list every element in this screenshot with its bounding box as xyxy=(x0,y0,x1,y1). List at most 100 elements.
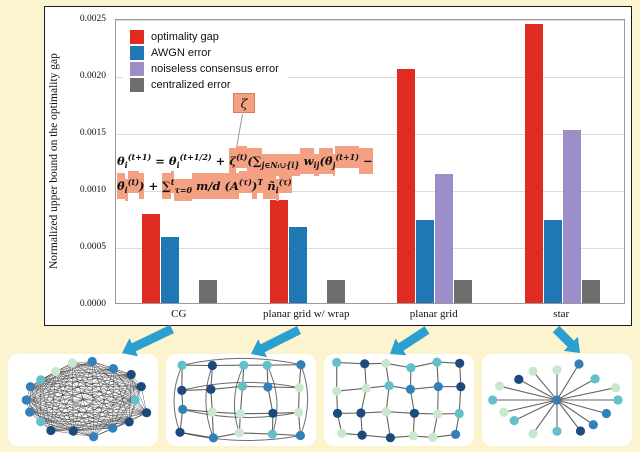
equation-token: m/d xyxy=(192,173,225,199)
graph-node xyxy=(267,429,277,439)
legend-label: optimality gap xyxy=(151,31,219,43)
y-tick-label: 0.0015 xyxy=(79,128,106,138)
graph-node xyxy=(67,358,77,368)
x-category-label: CG xyxy=(171,308,187,320)
x-category-label: planar grid w/ wrap xyxy=(263,308,350,320)
y-tick-label: 0.0000 xyxy=(79,299,106,309)
graph-nodes xyxy=(332,357,466,443)
star-graph-diagram xyxy=(488,359,623,439)
graph-node xyxy=(237,381,248,391)
zeta-callout: ζ xyxy=(233,93,255,113)
x-category-label: star xyxy=(553,308,570,320)
gridline xyxy=(116,248,624,249)
graph-node xyxy=(454,408,464,419)
graph-node xyxy=(357,430,367,440)
graph-node xyxy=(552,365,562,375)
graph-node xyxy=(124,417,134,427)
x-axis-labels: CG planar grid w/ wrap planar grid star xyxy=(115,308,625,326)
plot-area xyxy=(115,19,625,304)
legend-label: centralized error xyxy=(151,79,231,91)
legend-item: centralized error xyxy=(130,78,279,92)
graph-node xyxy=(142,408,152,418)
graph-node xyxy=(178,404,188,414)
graph-nodes xyxy=(21,356,152,442)
graph-node xyxy=(46,425,56,436)
graph-node xyxy=(514,374,524,384)
graph-node xyxy=(235,409,245,419)
graph-node xyxy=(332,408,343,418)
graph-node xyxy=(51,366,61,377)
graph-node xyxy=(432,357,442,367)
graph-node xyxy=(263,382,273,392)
graph-node xyxy=(175,427,185,437)
equation-token: i xyxy=(275,179,279,201)
graph-node xyxy=(499,407,509,417)
graph-node xyxy=(552,395,562,405)
graph-node xyxy=(455,358,465,368)
y-tick-label: 0.0025 xyxy=(79,14,106,24)
bar-AWGN-error-star xyxy=(544,220,562,303)
down-arrow-icon xyxy=(552,325,580,353)
gridline xyxy=(116,191,624,192)
equation-token: (t) xyxy=(127,171,139,193)
graph-node xyxy=(130,395,140,405)
graph-node xyxy=(360,359,370,369)
graph-node xyxy=(428,432,438,442)
legend-item: noiseless consensus error xyxy=(130,62,279,76)
graph-node xyxy=(21,395,31,405)
complete-graph-diagram xyxy=(21,356,152,442)
equation-token: − xyxy=(359,148,373,174)
bar-AWGN-error-planar-grid-w--wrap xyxy=(289,227,307,303)
graph-node xyxy=(356,408,366,418)
bar-noiseless-consensus-error-planar-grid xyxy=(435,174,453,303)
graph-node xyxy=(528,366,538,376)
graph-node xyxy=(611,383,621,393)
graph-node xyxy=(456,382,466,392)
bar-AWGN-error-planar-grid xyxy=(416,220,434,303)
legend-item: optimality gap xyxy=(130,30,279,44)
y-axis-ticks: 0.0000 0.0005 0.0010 0.0015 0.0020 0.0025 xyxy=(45,14,111,309)
y-tick-label: 0.0010 xyxy=(79,185,106,195)
graph-node xyxy=(433,409,443,419)
bar-optimality-gap-star xyxy=(525,24,543,303)
equation-token: θ xyxy=(117,154,125,168)
equation-token: + xyxy=(211,154,230,168)
equation-token: (∑ xyxy=(247,148,262,174)
bar-centralized-error-star xyxy=(582,280,600,303)
equation-token: = xyxy=(151,154,169,168)
graph-node xyxy=(332,386,342,396)
equation-token: τ=0 xyxy=(174,179,193,201)
equation-token: i xyxy=(124,179,128,201)
bar-chart-panel: Normalized upper bound on the optimality… xyxy=(44,6,632,326)
graph-node xyxy=(25,382,35,392)
gridline xyxy=(116,77,624,78)
graph-node xyxy=(126,369,136,380)
equation-token: j xyxy=(332,154,336,176)
legend-item: AWGN error xyxy=(130,46,279,60)
graph-node xyxy=(384,381,394,391)
equation-token: (τ) xyxy=(278,171,292,193)
equation-token: ζ xyxy=(229,148,237,174)
zeta-callout-label: ζ xyxy=(240,95,248,111)
equation-token: w xyxy=(299,148,314,174)
graph-node xyxy=(108,423,118,433)
equation-overlay: θi(t+1) = θi(t+1/2) + ζ(t)(∑j∈Nᵢ∪{i} wij… xyxy=(117,145,407,201)
equation-token: ñ xyxy=(263,173,276,199)
down-arrow-icon xyxy=(122,324,174,357)
graph-node xyxy=(528,429,538,439)
equation-token: j∈Nᵢ∪{i} xyxy=(261,154,300,176)
graph-node xyxy=(409,408,419,418)
graph-node xyxy=(590,374,600,384)
graph-node xyxy=(206,384,216,394)
bar-centralized-error-planar-grid-w--wrap xyxy=(327,280,345,303)
graph-node xyxy=(234,428,244,438)
down-arrow-icon xyxy=(390,326,430,356)
equation-token: i xyxy=(124,160,128,170)
graph-node xyxy=(207,360,217,371)
gridline xyxy=(116,134,624,135)
equation-token: θ xyxy=(168,154,177,168)
y-tick-label: 0.0020 xyxy=(79,71,106,81)
bar-optimality-gap-planar-grid-w--wrap xyxy=(270,200,288,303)
graph-node xyxy=(294,383,304,393)
graph-nodes xyxy=(488,359,623,439)
